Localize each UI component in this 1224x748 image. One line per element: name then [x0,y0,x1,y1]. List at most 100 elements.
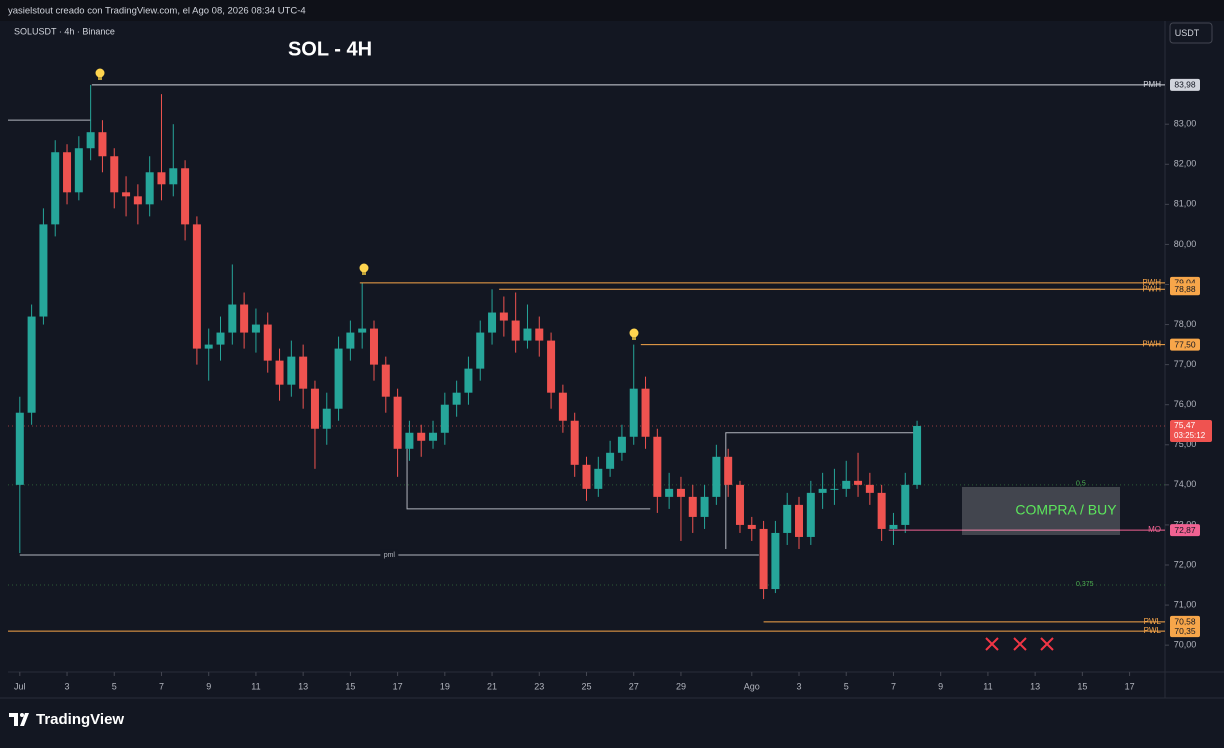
level-name: PWH [1142,278,1161,287]
candle-body [39,224,48,317]
candle-body [346,332,355,349]
candle-body [901,484,910,525]
level-name: PMH [1143,80,1161,89]
level-name: MO [1148,525,1161,534]
candle-body [310,388,319,429]
level-name: PWL [1144,617,1162,626]
x-tick-label: 27 [629,681,639,691]
candle-body [429,432,438,441]
lightbulb-base [632,337,636,340]
candle-body [86,132,95,149]
candle-body [830,488,839,490]
y-tick-label: 70,00 [1174,640,1197,650]
x-tick-label: 5 [112,681,117,691]
pml-label-bg [380,549,399,560]
level-value: 72,87 [1174,525,1196,535]
currency-box[interactable] [1169,22,1213,44]
candle-body [369,328,378,365]
level-tag [1170,524,1200,537]
candle-body [358,328,367,333]
marks: 70,0071,0072,0073,0074,0075,0076,0077,00… [8,80,1196,691]
candle-body [535,328,544,341]
lightbulb-base [362,272,366,275]
x-mark [1013,637,1027,651]
lightbulb [95,68,105,78]
candle-body [606,452,615,469]
y-tick-label: 71,00 [1174,599,1197,609]
candle-body [842,480,851,489]
level-tag [1170,615,1200,628]
candle-body [476,332,485,369]
candle-body [381,364,390,397]
y-tick-label: 78,00 [1174,319,1197,329]
x-tick-label: 15 [345,681,355,691]
candle-body [488,312,497,333]
logo-icon [9,713,29,726]
candle-body [747,524,756,529]
x-tick-label: 7 [891,681,896,691]
candle-body [204,344,213,349]
x-tick-label: 23 [534,681,544,691]
last-price-tag [1170,419,1212,442]
x-marks [985,637,1054,651]
level-value: 79,04 [1174,278,1196,288]
fib-label: 0,5 [1076,481,1086,488]
candle-body [688,496,697,517]
candle-body [216,332,225,345]
level-tag [1170,283,1200,296]
x-tick-label: 19 [440,681,450,691]
icons [95,68,639,340]
candle-body [759,528,768,590]
logo: TradingView [9,711,124,728]
lightbulb [359,263,369,273]
x-tick-label: 13 [298,681,308,691]
candle-body [783,504,792,533]
candle-body [452,392,461,405]
y-tick-label: 83,00 [1174,119,1197,129]
currency[interactable]: USDT [1175,28,1200,38]
candle-body [334,348,343,409]
candle-body [724,456,733,485]
level-value: 70,35 [1174,626,1196,636]
candle-body [74,148,83,193]
candle-body [617,436,626,453]
candle-body [499,312,508,321]
candle-body [51,152,60,225]
candle-body [169,168,178,185]
last-price-label: 75,47 [1174,420,1196,430]
chart-title: SOL - 4H [288,38,372,60]
candle-body [700,496,709,517]
x-tick-label: 9 [206,681,211,691]
top-bar [0,0,1224,21]
brand[interactable]: TradingView [36,711,124,728]
y-tick-label: 76,00 [1174,399,1197,409]
level-value: 78,88 [1174,284,1196,294]
x-tick-label: 3 [797,681,802,691]
candle-body [417,432,426,441]
x-mark [985,637,999,651]
candle-body [818,488,827,493]
candle-body [582,464,591,489]
x-tick-label: 17 [1125,681,1135,691]
candle-body [665,488,674,497]
fib-label: 0,375 [1076,581,1094,588]
candle-body [287,356,296,385]
x-tick-label: 7 [159,681,164,691]
level-value: 77,50 [1174,339,1196,349]
symbol: SOLUSDT · 4h · Binance [14,26,115,36]
candle-body [523,328,532,341]
candle-body [192,224,201,349]
candle-body [570,420,579,465]
x-tick-label: 15 [1077,681,1087,691]
candle-body [15,412,24,485]
x-tick-label: Jul [14,681,26,691]
pml-label: pml [384,552,396,559]
candle-body [263,324,272,361]
candle-body [110,156,119,193]
x-tick-label: 29 [676,681,686,691]
candle-body [299,356,308,389]
candle-body [877,492,886,529]
candle-body [464,368,473,393]
